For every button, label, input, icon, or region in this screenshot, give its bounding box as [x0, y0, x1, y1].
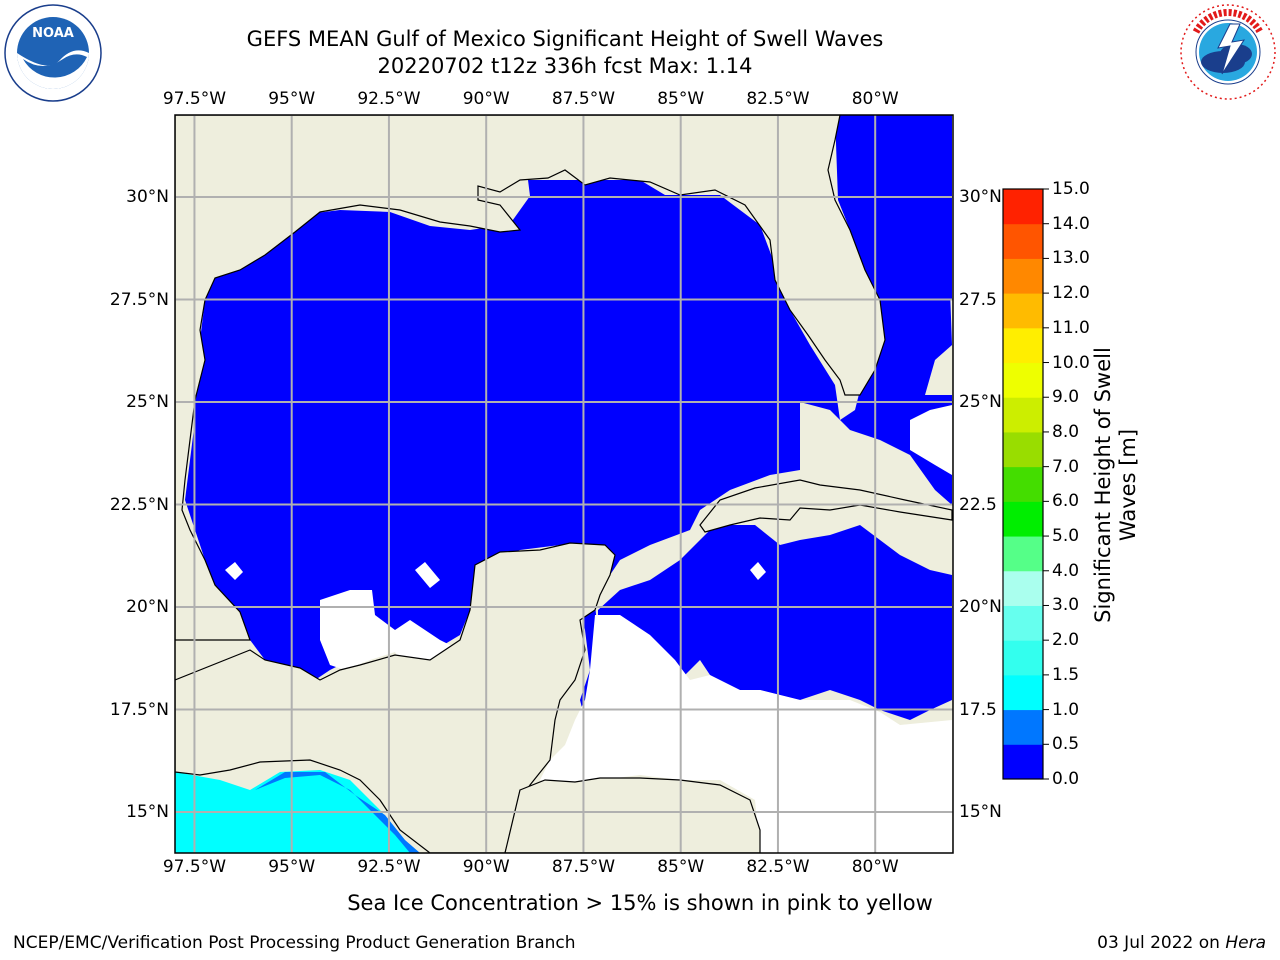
colorbar-segment: [1003, 431, 1043, 468]
colorbar-label: Significant Height of Swell Waves [m]: [1091, 347, 1140, 623]
central-america-land: [504, 777, 761, 853]
missing-area-2: [540, 615, 952, 853]
yucatan-land: [175, 542, 616, 853]
latitude-label: 27.5: [959, 289, 997, 310]
colorbar-tick-label: 10.0: [1052, 352, 1090, 373]
latitude-label: 20°N: [959, 597, 1002, 617]
chart-subtitle: 20220702 t12z 336h fcst Max: 1.14: [377, 54, 753, 78]
colorbar-tick-label: 6.0: [1052, 491, 1080, 512]
longitude-label: 97.5°W: [162, 857, 227, 877]
latitude-label: 15°N: [959, 802, 1002, 822]
longitude-label: 95°W: [268, 89, 316, 109]
missing-area-6: [750, 562, 766, 580]
map-frame: [174, 114, 954, 854]
cuba-land: [699, 479, 953, 533]
colorbar-frame: [1002, 188, 1044, 780]
gulf-swell-field: [185, 180, 952, 720]
colorbar-tick-label: 2.0: [1052, 630, 1080, 651]
longitude-label: 82.5°W: [746, 857, 810, 877]
pacific-swell-edge: [255, 772, 420, 853]
colorbar-segment: [1003, 640, 1043, 676]
longitude-label: 87.5°W: [551, 89, 616, 109]
map-grid: [175, 115, 953, 853]
colorbar-tick-label: 0.5: [1052, 734, 1080, 755]
longitude-label: 82.5°W: [746, 89, 810, 109]
colorbar-segment: [1003, 362, 1043, 398]
latitude-label: 17.5: [959, 699, 997, 720]
colorbar-tick-label: 1.0: [1052, 699, 1080, 720]
latitude-label: 20°N: [126, 597, 169, 617]
longitude-label: 90°W: [462, 89, 510, 109]
footer-date-text: 03 Jul 2022 on: [1097, 933, 1220, 953]
colorbar-tick-label: 4.0: [1052, 560, 1080, 581]
longitude-label: 92.5°W: [357, 89, 421, 109]
colorbar-tick-label: 5.0: [1052, 526, 1080, 547]
colorbar-tick-label: 14.0: [1052, 213, 1090, 234]
colorbar-segment: [1003, 674, 1043, 711]
latitude-label: 17.5°N: [109, 699, 169, 720]
longitude-label: 90°W: [462, 857, 510, 877]
colorbar-tick-label: 0.0: [1052, 769, 1080, 789]
latitude-label: 30°N: [126, 187, 169, 207]
missing-area-4: [225, 562, 243, 580]
colorbar-tick-label: 9.0: [1052, 387, 1080, 408]
colorbar-tick-label: 15.0: [1052, 179, 1090, 199]
caribbean-swell-field: [598, 525, 952, 720]
colorbar-segment: [1003, 744, 1043, 780]
colorbar-segment: [1003, 466, 1043, 502]
longitude-label: 85°W: [657, 857, 705, 877]
latitude-label: 30°N: [959, 187, 1002, 207]
missing-area-3: [910, 405, 952, 475]
footer-credit: NCEP/EMC/Verification Post Processing Pr…: [13, 933, 576, 953]
colorbar-segment: [1003, 223, 1043, 259]
colorbar-tick-label: 12.0: [1052, 283, 1090, 304]
colorbar-tick-label: 7.0: [1052, 456, 1080, 477]
colorbar-segment: [1003, 293, 1043, 329]
colorbar-tick-label: 11.0: [1052, 317, 1090, 338]
missing-area-1: [320, 590, 460, 670]
longitude-label: 87.5°W: [551, 857, 616, 877]
longitude-label: 95°W: [268, 857, 316, 877]
colorbar-segment: [1003, 397, 1043, 433]
latitude-label: 15°N: [126, 802, 169, 822]
colorbar-segment: [1003, 327, 1043, 364]
longitude-label: 80°W: [851, 89, 899, 109]
colorbar-tick-label: 3.0: [1052, 595, 1080, 616]
latitude-label: 25°N: [126, 392, 169, 412]
sea-ice-footnote: Sea Ice Concentration > 15% is shown in …: [347, 891, 933, 915]
colorbar-segment: [1003, 536, 1043, 572]
longitude-label: 97.5°W: [162, 89, 227, 109]
us-gulf-coast-land: [175, 115, 886, 641]
latitude-label: 25°N: [959, 392, 1002, 412]
colorbar-tick-label: 13.0: [1052, 248, 1090, 269]
latitude-label: 22.5: [959, 494, 997, 515]
svg-text:NOAA: NOAA: [32, 26, 74, 41]
colorbar: [1003, 188, 1049, 780]
colorbar-tick-label: 8.0: [1052, 421, 1080, 442]
colorbar-segment: [1003, 709, 1043, 745]
footer-host: Hera: [1225, 933, 1266, 953]
nws-logo-icon: [1180, 4, 1276, 100]
colorbar-segment: [1003, 189, 1043, 225]
colorbar-tick-label: 1.5: [1052, 664, 1080, 685]
latitude-label: 27.5°N: [109, 289, 169, 310]
missing-area-5: [415, 562, 440, 588]
colorbar-segment: [1003, 501, 1043, 537]
noaa-logo-icon: NOAA: [4, 4, 102, 102]
latitude-label: 22.5°N: [109, 494, 169, 515]
chart-title: GEFS MEAN Gulf of Mexico Significant Hei…: [246, 27, 884, 51]
east-atlantic-swell: [835, 115, 952, 325]
longitude-label: 85°W: [657, 89, 705, 109]
longitude-label: 80°W: [851, 857, 899, 877]
longitude-label: 92.5°W: [357, 857, 421, 877]
colorbar-segment: [1003, 258, 1043, 294]
footer-date: 03 Jul 2022 on Hera: [1097, 933, 1266, 953]
colorbar-segment: [1003, 570, 1043, 606]
colorbar-segment: [1003, 605, 1043, 641]
